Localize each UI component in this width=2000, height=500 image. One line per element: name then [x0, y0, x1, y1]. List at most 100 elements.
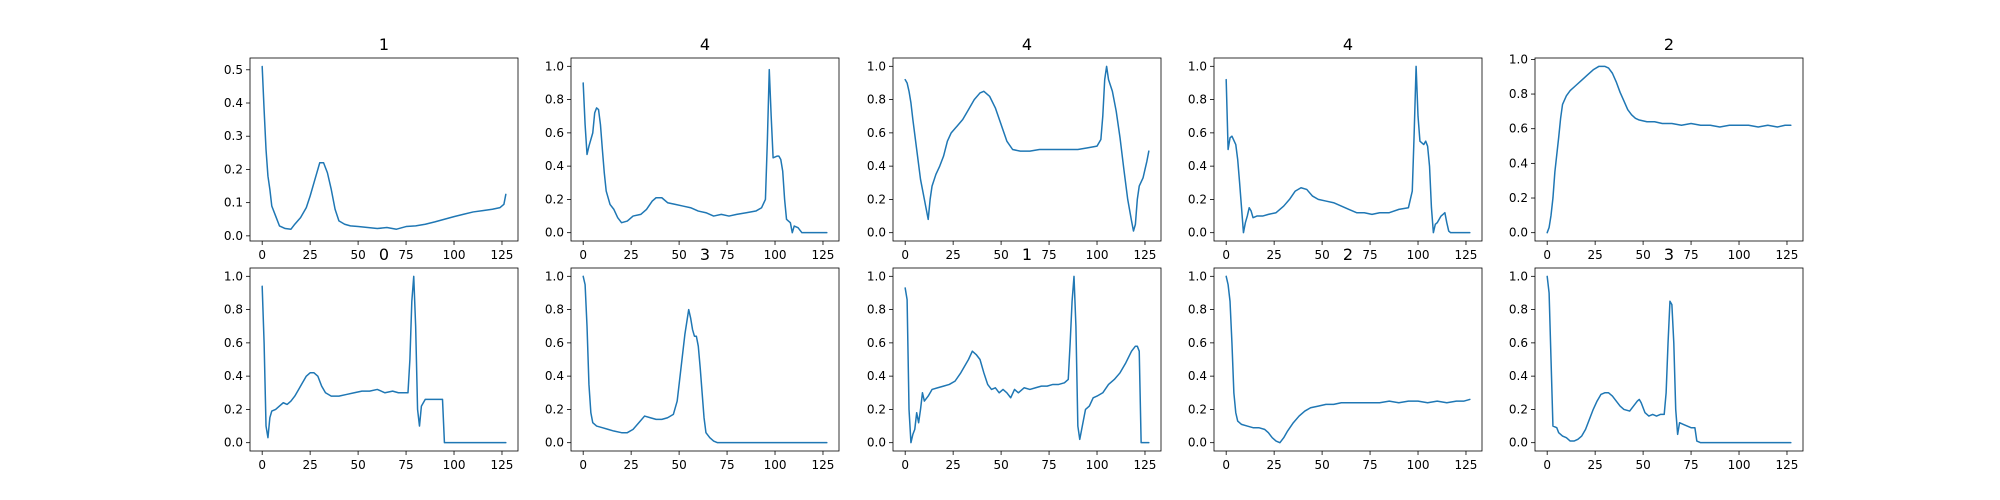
axes-frame	[1213, 267, 1483, 452]
subplot-9: 0 25 50 75 100 125 0.0 0.2 0.4 0.6 0.8 1.0 2	[1188, 245, 1483, 472]
y-tick-label: 1.0	[1188, 59, 1207, 73]
series-line	[582, 68, 828, 234]
x-tick-label: 125	[1455, 248, 1478, 262]
y-tick-label: 0.4	[224, 96, 243, 110]
x-tick-label: 75	[1041, 458, 1056, 472]
x-tick-label: 75	[1683, 458, 1698, 472]
x-tick-label: 75	[1362, 458, 1377, 472]
subplot-2: 0 25 50 75 100 125 0.0 0.2 0.4 0.6 0.8 1.0 4	[545, 35, 840, 262]
x-tick-label: 25	[1588, 458, 1603, 472]
subplot-title: 0	[379, 245, 389, 264]
y-tick-label: 0.2	[867, 402, 886, 416]
axes-frame	[1534, 267, 1804, 452]
subplot-title: 4	[1343, 35, 1353, 54]
y-tick-label: 0.8	[1509, 87, 1528, 101]
x-tick-label: 125	[1776, 248, 1799, 262]
y-tick-label: 1.0	[1509, 269, 1528, 283]
y-tick-label: 0.4	[1509, 369, 1528, 383]
series-line	[1225, 65, 1471, 234]
y-tick-label: 0.2	[545, 192, 564, 206]
x-tick-label: 100	[764, 248, 787, 262]
x-tick-label: 0	[579, 458, 587, 472]
x-tick-label: 75	[719, 458, 734, 472]
x-tick-label: 100	[764, 458, 787, 472]
y-tick-label: 0.6	[545, 126, 564, 140]
y-tick-label: 1.0	[867, 269, 886, 283]
y-tick-label: 1.0	[224, 269, 243, 283]
x-tick-label: 125	[1776, 458, 1799, 472]
x-tick-label: 25	[1267, 458, 1282, 472]
axes-frame	[570, 267, 840, 452]
x-tick-label: 125	[1134, 248, 1157, 262]
x-tick-label: 50	[671, 458, 686, 472]
x-tick-label: 50	[993, 458, 1008, 472]
x-tick-label: 125	[491, 248, 514, 262]
y-tick-label: 0.0	[867, 436, 886, 450]
subplot-8: 0 25 50 75 100 125 0.0 0.2 0.4 0.6 0.8 1.0 1	[867, 245, 1162, 472]
x-tick-label: 25	[946, 248, 961, 262]
x-tick-label: 25	[946, 458, 961, 472]
y-tick-label: 1.0	[1188, 269, 1207, 283]
y-tick-label: 0.8	[1509, 303, 1528, 317]
y-tick-label: 0.4	[224, 369, 243, 383]
y-tick-label: 0.6	[545, 336, 564, 350]
y-tick-label: 0.0	[1188, 226, 1207, 240]
y-tick-label: 0.4	[1188, 159, 1207, 173]
x-tick-label: 50	[350, 248, 365, 262]
x-tick-label: 125	[812, 248, 835, 262]
y-tick-label: 1.0	[545, 59, 564, 73]
y-tick-label: 0.0	[224, 229, 243, 243]
x-tick-label: 100	[1086, 458, 1109, 472]
y-tick-label: 0.4	[867, 369, 886, 383]
subplot-title: 3	[1664, 245, 1674, 264]
y-tick-label: 0.2	[545, 402, 564, 416]
x-tick-label: 100	[1728, 248, 1751, 262]
x-tick-label: 75	[1683, 248, 1698, 262]
series-line	[904, 65, 1150, 232]
subplot-title: 3	[700, 245, 710, 264]
x-tick-label: 50	[1314, 458, 1329, 472]
y-tick-label: 0.4	[545, 369, 564, 383]
axes-frame	[1534, 57, 1804, 242]
y-tick-label: 0.0	[545, 436, 564, 450]
x-tick-label: 0	[258, 458, 266, 472]
x-tick-label: 75	[1041, 248, 1056, 262]
y-tick-label: 0.2	[1509, 402, 1528, 416]
x-tick-label: 0	[901, 458, 909, 472]
x-tick-label: 25	[624, 248, 639, 262]
subplot-title: 1	[1022, 245, 1032, 264]
subplot-title: 2	[1343, 245, 1353, 264]
subplot-title: 4	[1022, 35, 1032, 54]
y-tick-label: 0.8	[545, 93, 564, 107]
y-tick-label: 0.4	[1188, 369, 1207, 383]
series-line	[1546, 275, 1792, 444]
y-tick-label: 0.8	[224, 303, 243, 317]
subplot-title: 1	[379, 35, 389, 54]
series-line	[1546, 65, 1792, 234]
y-tick-label: 0.0	[1188, 436, 1207, 450]
y-tick-label: 0.0	[545, 226, 564, 240]
y-tick-label: 0.4	[867, 159, 886, 173]
x-tick-label: 50	[1314, 248, 1329, 262]
x-tick-label: 0	[258, 248, 266, 262]
y-tick-label: 0.6	[867, 126, 886, 140]
subplot-title: 2	[1664, 35, 1674, 54]
y-tick-label: 0.6	[1509, 122, 1528, 136]
x-tick-label: 75	[398, 248, 413, 262]
x-tick-label: 50	[1635, 248, 1650, 262]
y-tick-label: 0.2	[1188, 402, 1207, 416]
y-tick-label: 1.0	[1509, 52, 1528, 66]
y-tick-label: 0.6	[1188, 336, 1207, 350]
y-tick-label: 0.4	[1509, 156, 1528, 170]
x-tick-label: 100	[1086, 248, 1109, 262]
series-line	[261, 275, 507, 444]
x-tick-label: 50	[993, 248, 1008, 262]
x-tick-label: 50	[671, 248, 686, 262]
x-tick-label: 75	[719, 248, 734, 262]
y-tick-label: 0.0	[1509, 436, 1528, 450]
y-tick-label: 0.6	[1188, 126, 1207, 140]
y-tick-label: 1.0	[545, 269, 564, 283]
y-tick-label: 0.1	[224, 196, 243, 210]
x-tick-label: 75	[398, 458, 413, 472]
